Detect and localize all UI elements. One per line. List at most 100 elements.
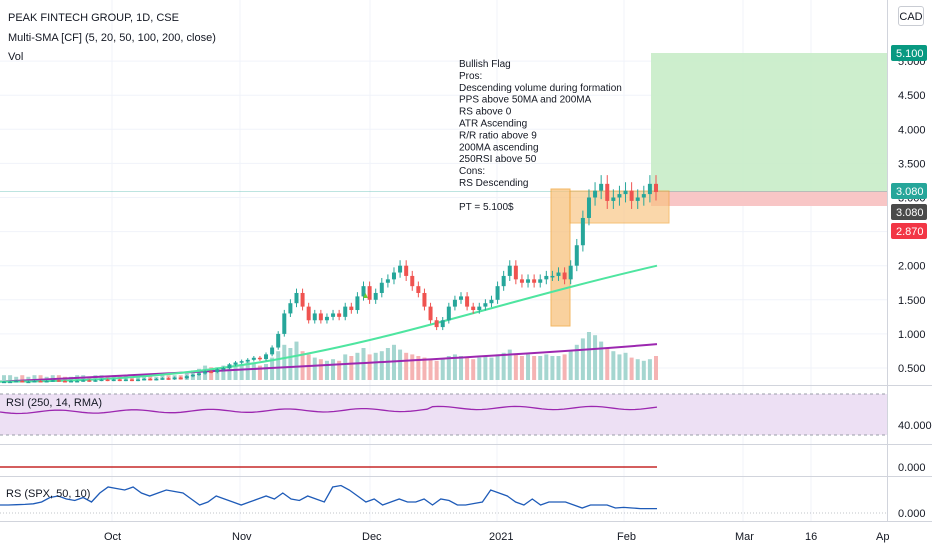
candle-body bbox=[38, 380, 43, 383]
volume-bar bbox=[276, 351, 281, 380]
volume-bar bbox=[318, 359, 323, 380]
time-label-nov: Nov bbox=[232, 531, 252, 543]
note-line: 250RSI above 50 bbox=[459, 154, 537, 165]
candle-body bbox=[50, 380, 55, 382]
volume-bar bbox=[227, 364, 232, 380]
candle-body bbox=[62, 380, 67, 383]
candle-body bbox=[166, 378, 171, 380]
volume-bar bbox=[136, 375, 141, 380]
candle-body bbox=[227, 364, 232, 368]
volume-bar bbox=[8, 375, 13, 380]
volume-bar bbox=[14, 376, 19, 380]
svg-text:3.080: 3.080 bbox=[896, 186, 924, 198]
note-line: Pros: bbox=[459, 71, 482, 82]
volume-bar bbox=[391, 344, 396, 380]
volume-bar bbox=[562, 354, 567, 380]
price-tick: 2.000 bbox=[898, 261, 926, 273]
volume-bar bbox=[465, 357, 470, 380]
candle-body bbox=[355, 296, 360, 311]
price-tick: 3.500 bbox=[898, 158, 926, 170]
candle-body bbox=[239, 361, 244, 363]
sma-study-label[interactable]: Multi-SMA [CF] (5, 20, 50, 100, 200, clo… bbox=[8, 32, 216, 44]
risk-zone[interactable] bbox=[651, 191, 887, 206]
volume-bar bbox=[288, 348, 293, 380]
volume-bar bbox=[440, 359, 445, 380]
volume-bar bbox=[580, 338, 585, 380]
candle-body bbox=[477, 306, 482, 311]
volume-bar bbox=[148, 375, 153, 380]
volume-bar bbox=[373, 352, 378, 380]
note-line: R/R ratio above 9 bbox=[459, 130, 537, 141]
volume-bar bbox=[398, 349, 403, 380]
candle-body bbox=[513, 265, 518, 280]
candle-body bbox=[404, 265, 409, 276]
chart-title: PEAK FINTECH GROUP, 1D, CSE bbox=[8, 12, 179, 24]
candle-body bbox=[465, 296, 470, 307]
candle-body bbox=[117, 379, 122, 382]
volume-bar bbox=[87, 376, 92, 380]
candle-body bbox=[148, 378, 153, 381]
volume-bar bbox=[379, 351, 384, 380]
volume-bar bbox=[654, 356, 658, 380]
candle-body bbox=[123, 379, 128, 382]
signal-triangle bbox=[363, 293, 368, 298]
rsi-study-label[interactable]: RSI (250, 14, RMA) bbox=[6, 397, 102, 409]
candle-body bbox=[599, 183, 604, 191]
candle-body bbox=[44, 380, 49, 383]
candle-body bbox=[142, 378, 147, 381]
price-tick: 4.500 bbox=[898, 90, 926, 102]
entry-price-badge: 3.080 bbox=[891, 204, 927, 220]
volume-bar bbox=[617, 354, 622, 380]
candle-body bbox=[264, 354, 269, 360]
volume-bar bbox=[593, 335, 598, 380]
candle-body bbox=[574, 245, 579, 266]
candle-body bbox=[56, 380, 61, 382]
volume-bar bbox=[404, 352, 409, 380]
candle-body bbox=[635, 197, 640, 201]
flag-pole-box[interactable] bbox=[550, 188, 571, 327]
candle-body bbox=[300, 292, 305, 307]
volume-bar bbox=[568, 351, 573, 380]
candle-body bbox=[550, 275, 555, 278]
currency-button[interactable]: CAD bbox=[898, 6, 924, 26]
candle-body bbox=[14, 380, 19, 383]
candle-body bbox=[629, 190, 634, 201]
candle-body bbox=[519, 279, 524, 283]
candle-body bbox=[111, 379, 116, 382]
candle-body bbox=[495, 286, 500, 300]
candle-body bbox=[373, 292, 378, 300]
candle-body bbox=[154, 378, 159, 381]
candle-body bbox=[32, 380, 37, 383]
vol-study-label[interactable]: Vol bbox=[8, 51, 23, 63]
volume-bar bbox=[501, 352, 506, 380]
volume-bar bbox=[635, 359, 640, 380]
candle-body bbox=[129, 379, 134, 382]
candle-body bbox=[532, 279, 537, 283]
candle-body bbox=[221, 368, 226, 370]
candle-body bbox=[93, 380, 98, 382]
target-badge: 5.100 bbox=[891, 45, 927, 61]
candle-body bbox=[391, 272, 396, 280]
candle-body bbox=[209, 371, 214, 373]
candle-body bbox=[446, 306, 451, 321]
candle-body bbox=[337, 313, 342, 317]
volume-bar bbox=[513, 354, 518, 380]
sma-fast-line bbox=[0, 264, 658, 383]
volume-bar bbox=[2, 375, 6, 380]
volume-bar bbox=[215, 367, 220, 380]
candle-body bbox=[160, 378, 165, 380]
volume-bar bbox=[647, 359, 652, 380]
candle-body bbox=[196, 373, 201, 375]
reward-zone[interactable] bbox=[651, 53, 887, 191]
volume-bar bbox=[221, 365, 226, 380]
price-tick: 0.500 bbox=[898, 363, 926, 375]
volume-bar bbox=[233, 362, 238, 380]
candle-body bbox=[306, 306, 311, 321]
candle-body bbox=[379, 282, 384, 293]
time-label-mar: Mar bbox=[735, 531, 754, 543]
rs-study-label[interactable]: RS (SPX, 50, 10) bbox=[6, 488, 90, 500]
candle-body bbox=[331, 313, 336, 317]
